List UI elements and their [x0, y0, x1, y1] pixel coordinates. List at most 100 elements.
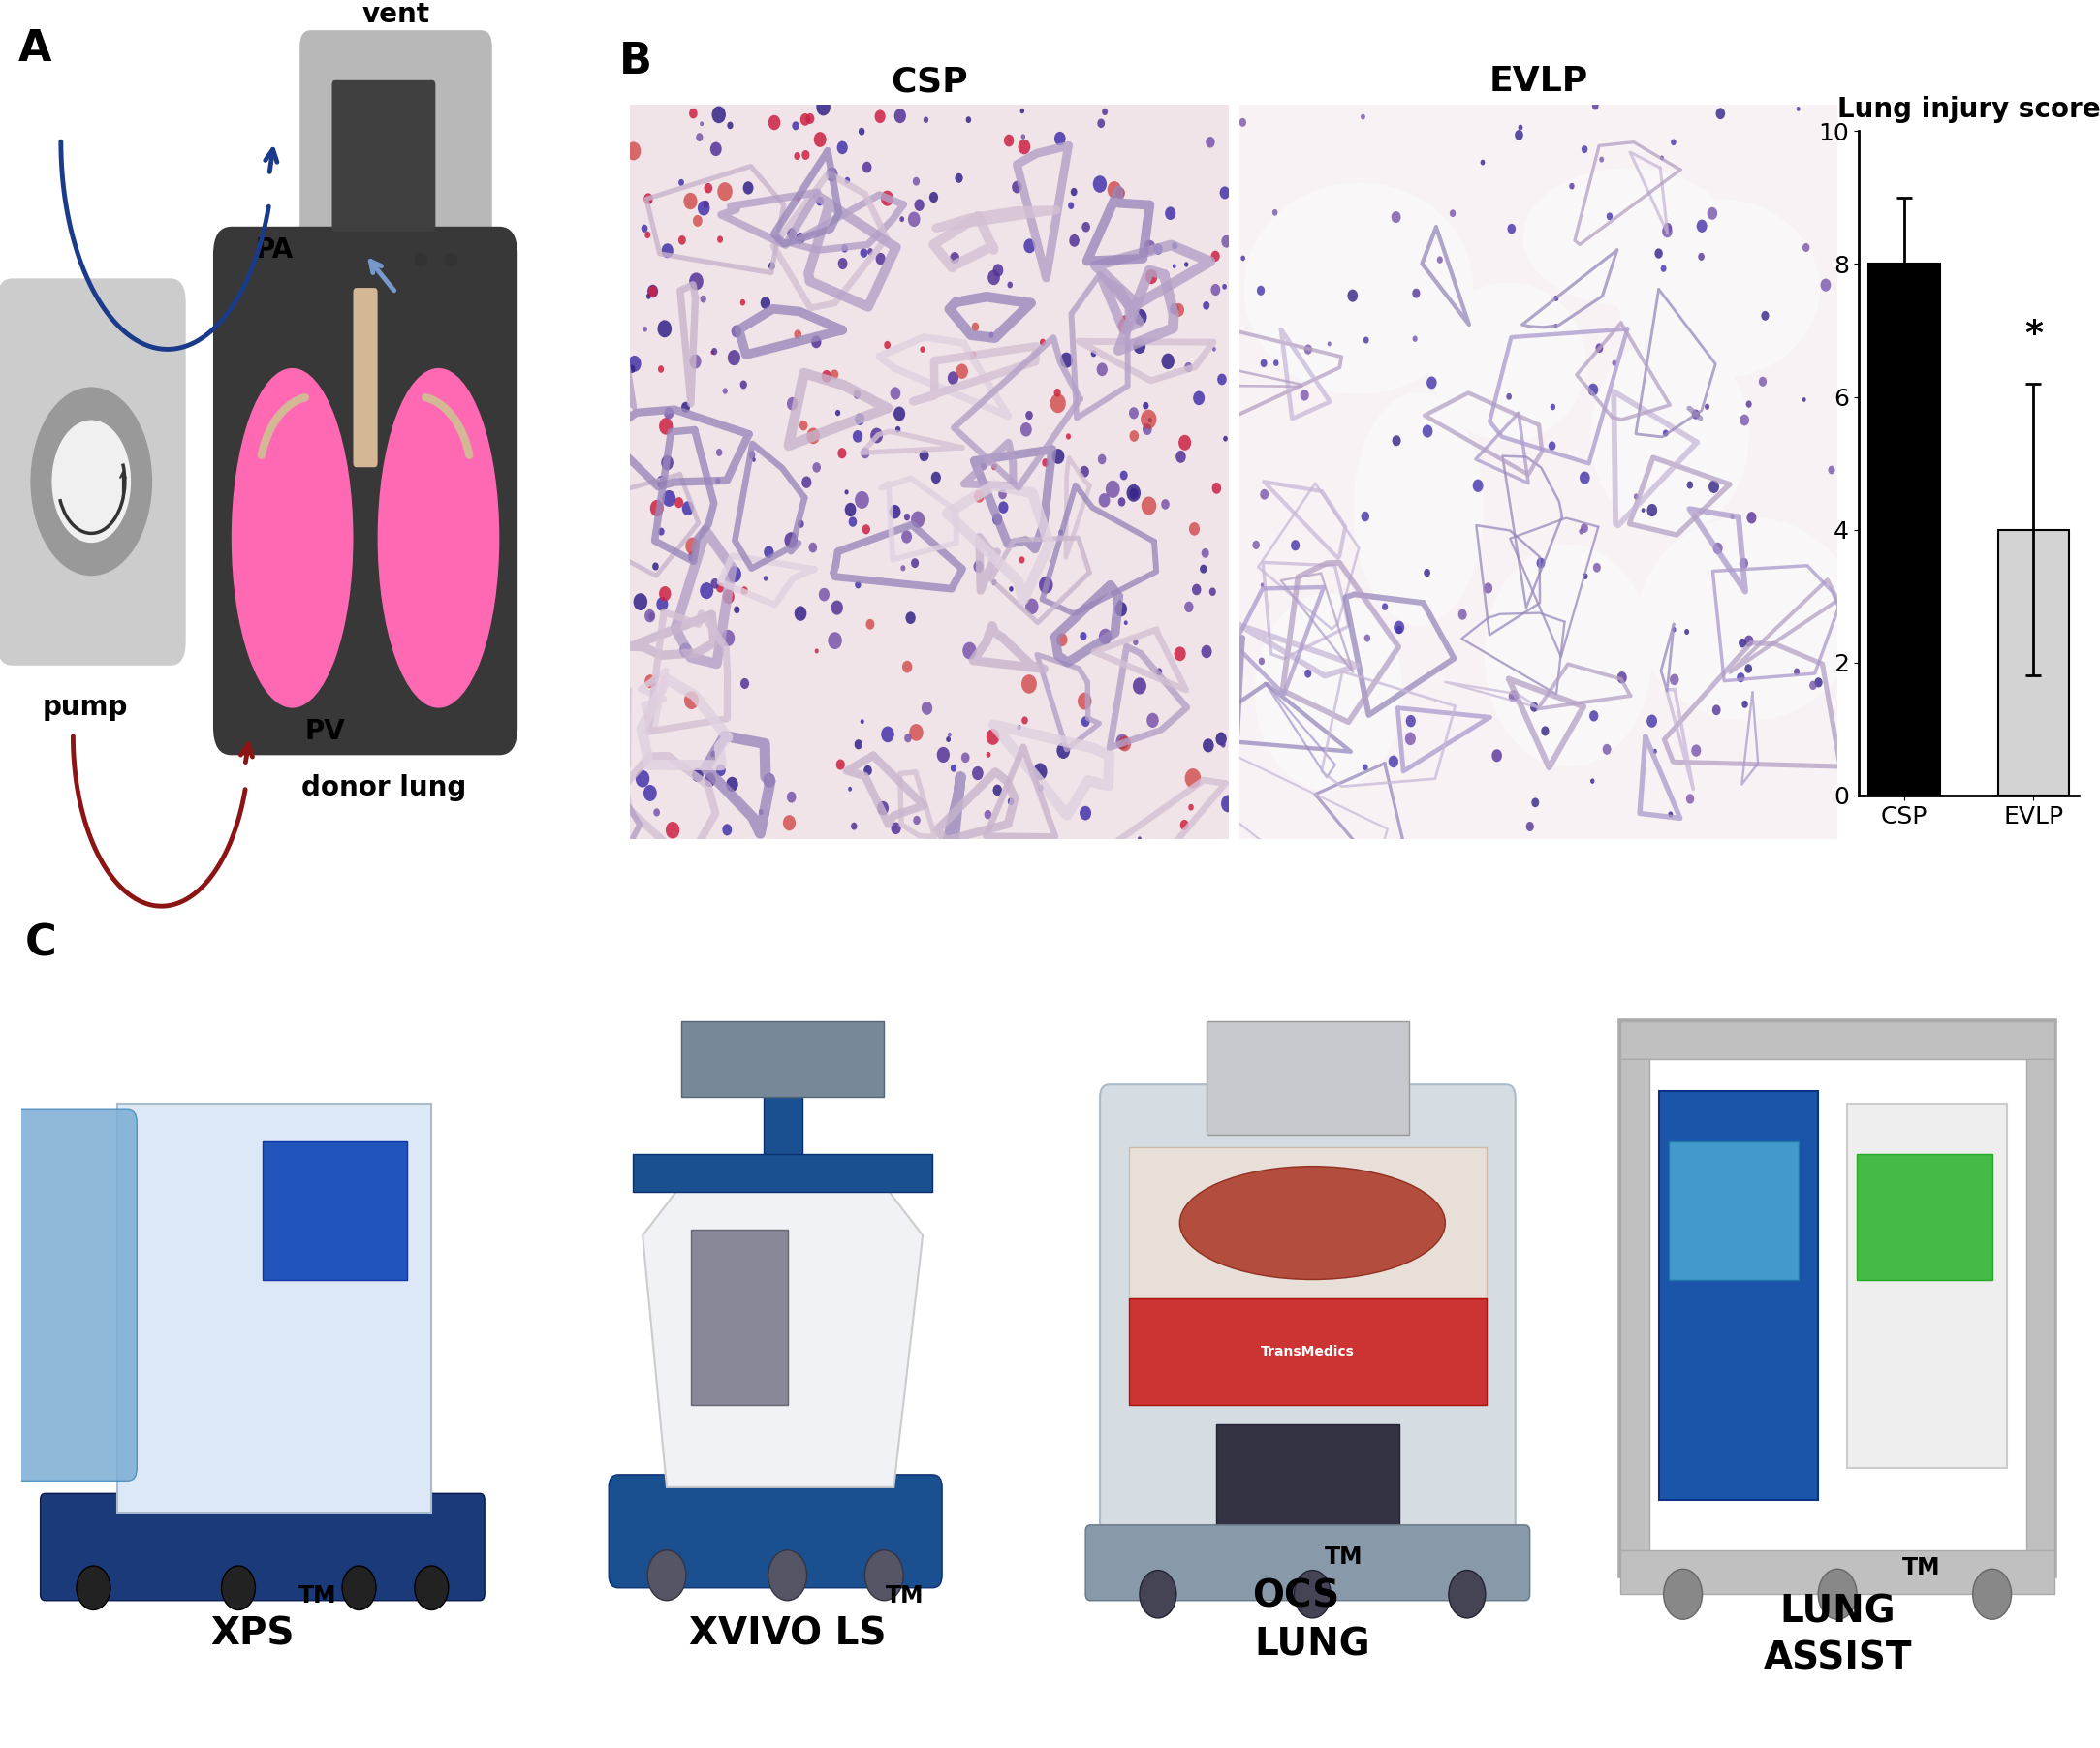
Circle shape — [1189, 804, 1193, 811]
Circle shape — [821, 371, 832, 383]
Text: B: B — [620, 40, 653, 82]
Circle shape — [1527, 822, 1533, 832]
Circle shape — [1008, 797, 1014, 806]
Circle shape — [1392, 435, 1401, 446]
Circle shape — [685, 690, 699, 710]
Circle shape — [1596, 343, 1602, 353]
Circle shape — [1130, 488, 1138, 500]
Bar — [1670, 1141, 1800, 1280]
Circle shape — [905, 612, 916, 624]
Circle shape — [643, 327, 647, 332]
Circle shape — [689, 551, 697, 563]
Circle shape — [645, 713, 651, 720]
Circle shape — [1739, 558, 1749, 568]
Circle shape — [1686, 481, 1693, 489]
Bar — [1869, 264, 1940, 795]
Circle shape — [890, 822, 901, 834]
FancyBboxPatch shape — [1100, 1084, 1516, 1563]
Circle shape — [800, 114, 811, 126]
Circle shape — [657, 475, 666, 488]
Circle shape — [1012, 182, 1023, 194]
Circle shape — [1054, 131, 1065, 145]
Circle shape — [1590, 710, 1598, 722]
Circle shape — [769, 1550, 806, 1601]
Circle shape — [1972, 1570, 2012, 1619]
Bar — [764, 1047, 802, 1185]
Circle shape — [733, 607, 739, 614]
Bar — [632, 1154, 932, 1192]
Text: LUNG: LUNG — [1779, 1592, 1896, 1631]
Text: TransMedics: TransMedics — [1260, 1346, 1355, 1358]
Circle shape — [1222, 283, 1226, 290]
Circle shape — [991, 463, 998, 470]
Circle shape — [678, 236, 687, 245]
Circle shape — [1172, 264, 1176, 269]
Bar — [1856, 1154, 1993, 1280]
Circle shape — [1579, 528, 1583, 535]
Circle shape — [1037, 785, 1044, 792]
Circle shape — [1082, 222, 1090, 232]
Circle shape — [1793, 668, 1800, 675]
Circle shape — [1821, 278, 1831, 292]
Circle shape — [1646, 715, 1657, 727]
Circle shape — [1040, 339, 1046, 346]
Circle shape — [987, 269, 1000, 285]
Circle shape — [966, 117, 970, 122]
Circle shape — [1008, 281, 1012, 288]
Text: PV: PV — [304, 718, 344, 745]
Circle shape — [922, 701, 932, 715]
Circle shape — [869, 428, 882, 444]
Circle shape — [712, 107, 727, 124]
Circle shape — [628, 365, 636, 374]
Circle shape — [788, 227, 796, 239]
Circle shape — [1142, 402, 1149, 409]
Text: OCS: OCS — [1252, 1577, 1340, 1615]
Circle shape — [865, 1550, 903, 1601]
Bar — [1130, 1147, 1487, 1299]
Circle shape — [1361, 512, 1369, 521]
Bar — [1621, 1059, 1648, 1575]
Ellipse shape — [1638, 517, 1858, 720]
Circle shape — [1491, 750, 1502, 762]
Circle shape — [844, 177, 850, 184]
Circle shape — [758, 809, 764, 815]
Circle shape — [1583, 573, 1588, 579]
Circle shape — [1365, 635, 1371, 642]
Circle shape — [1634, 493, 1638, 500]
Circle shape — [1745, 400, 1751, 407]
Circle shape — [1115, 187, 1126, 199]
Circle shape — [1508, 690, 1518, 703]
Circle shape — [727, 122, 733, 129]
Circle shape — [716, 449, 722, 456]
Circle shape — [636, 771, 649, 787]
Circle shape — [1394, 621, 1405, 635]
Circle shape — [1050, 393, 1067, 413]
Circle shape — [1697, 220, 1707, 232]
Circle shape — [1304, 669, 1312, 678]
Circle shape — [867, 248, 874, 255]
Circle shape — [674, 496, 682, 509]
Ellipse shape — [1485, 544, 1653, 767]
Circle shape — [1042, 458, 1048, 467]
Circle shape — [1220, 741, 1226, 748]
Circle shape — [662, 243, 674, 259]
Circle shape — [722, 823, 733, 836]
Circle shape — [1707, 208, 1718, 220]
Circle shape — [1184, 362, 1193, 372]
Circle shape — [905, 734, 911, 743]
Circle shape — [1170, 302, 1178, 315]
Circle shape — [1363, 764, 1367, 771]
Ellipse shape — [1243, 182, 1474, 395]
Circle shape — [1056, 743, 1071, 759]
Circle shape — [1174, 647, 1186, 661]
Circle shape — [710, 142, 722, 156]
Circle shape — [1449, 210, 1455, 217]
Ellipse shape — [378, 369, 500, 708]
Circle shape — [1711, 704, 1720, 715]
Circle shape — [888, 505, 901, 519]
Circle shape — [1758, 376, 1766, 386]
Circle shape — [1405, 732, 1415, 745]
Circle shape — [1161, 353, 1174, 369]
Circle shape — [693, 215, 701, 227]
Circle shape — [710, 579, 718, 589]
